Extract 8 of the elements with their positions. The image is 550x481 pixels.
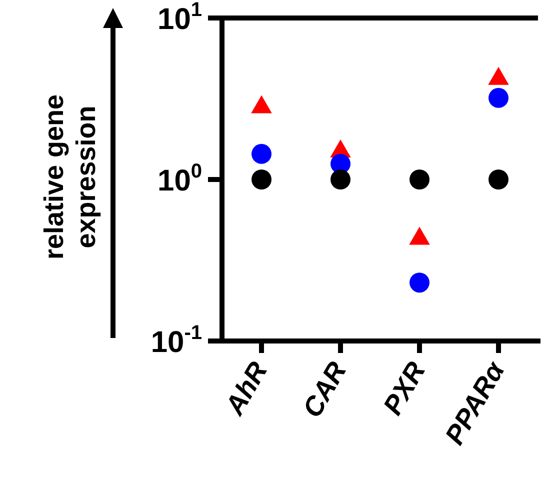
point (252, 144, 272, 164)
point (488, 88, 508, 108)
point (488, 170, 508, 190)
point (410, 272, 430, 293)
point (252, 170, 272, 190)
point (330, 170, 350, 190)
y-axis-title: relative gene expression (38, 93, 102, 262)
point (410, 170, 430, 190)
